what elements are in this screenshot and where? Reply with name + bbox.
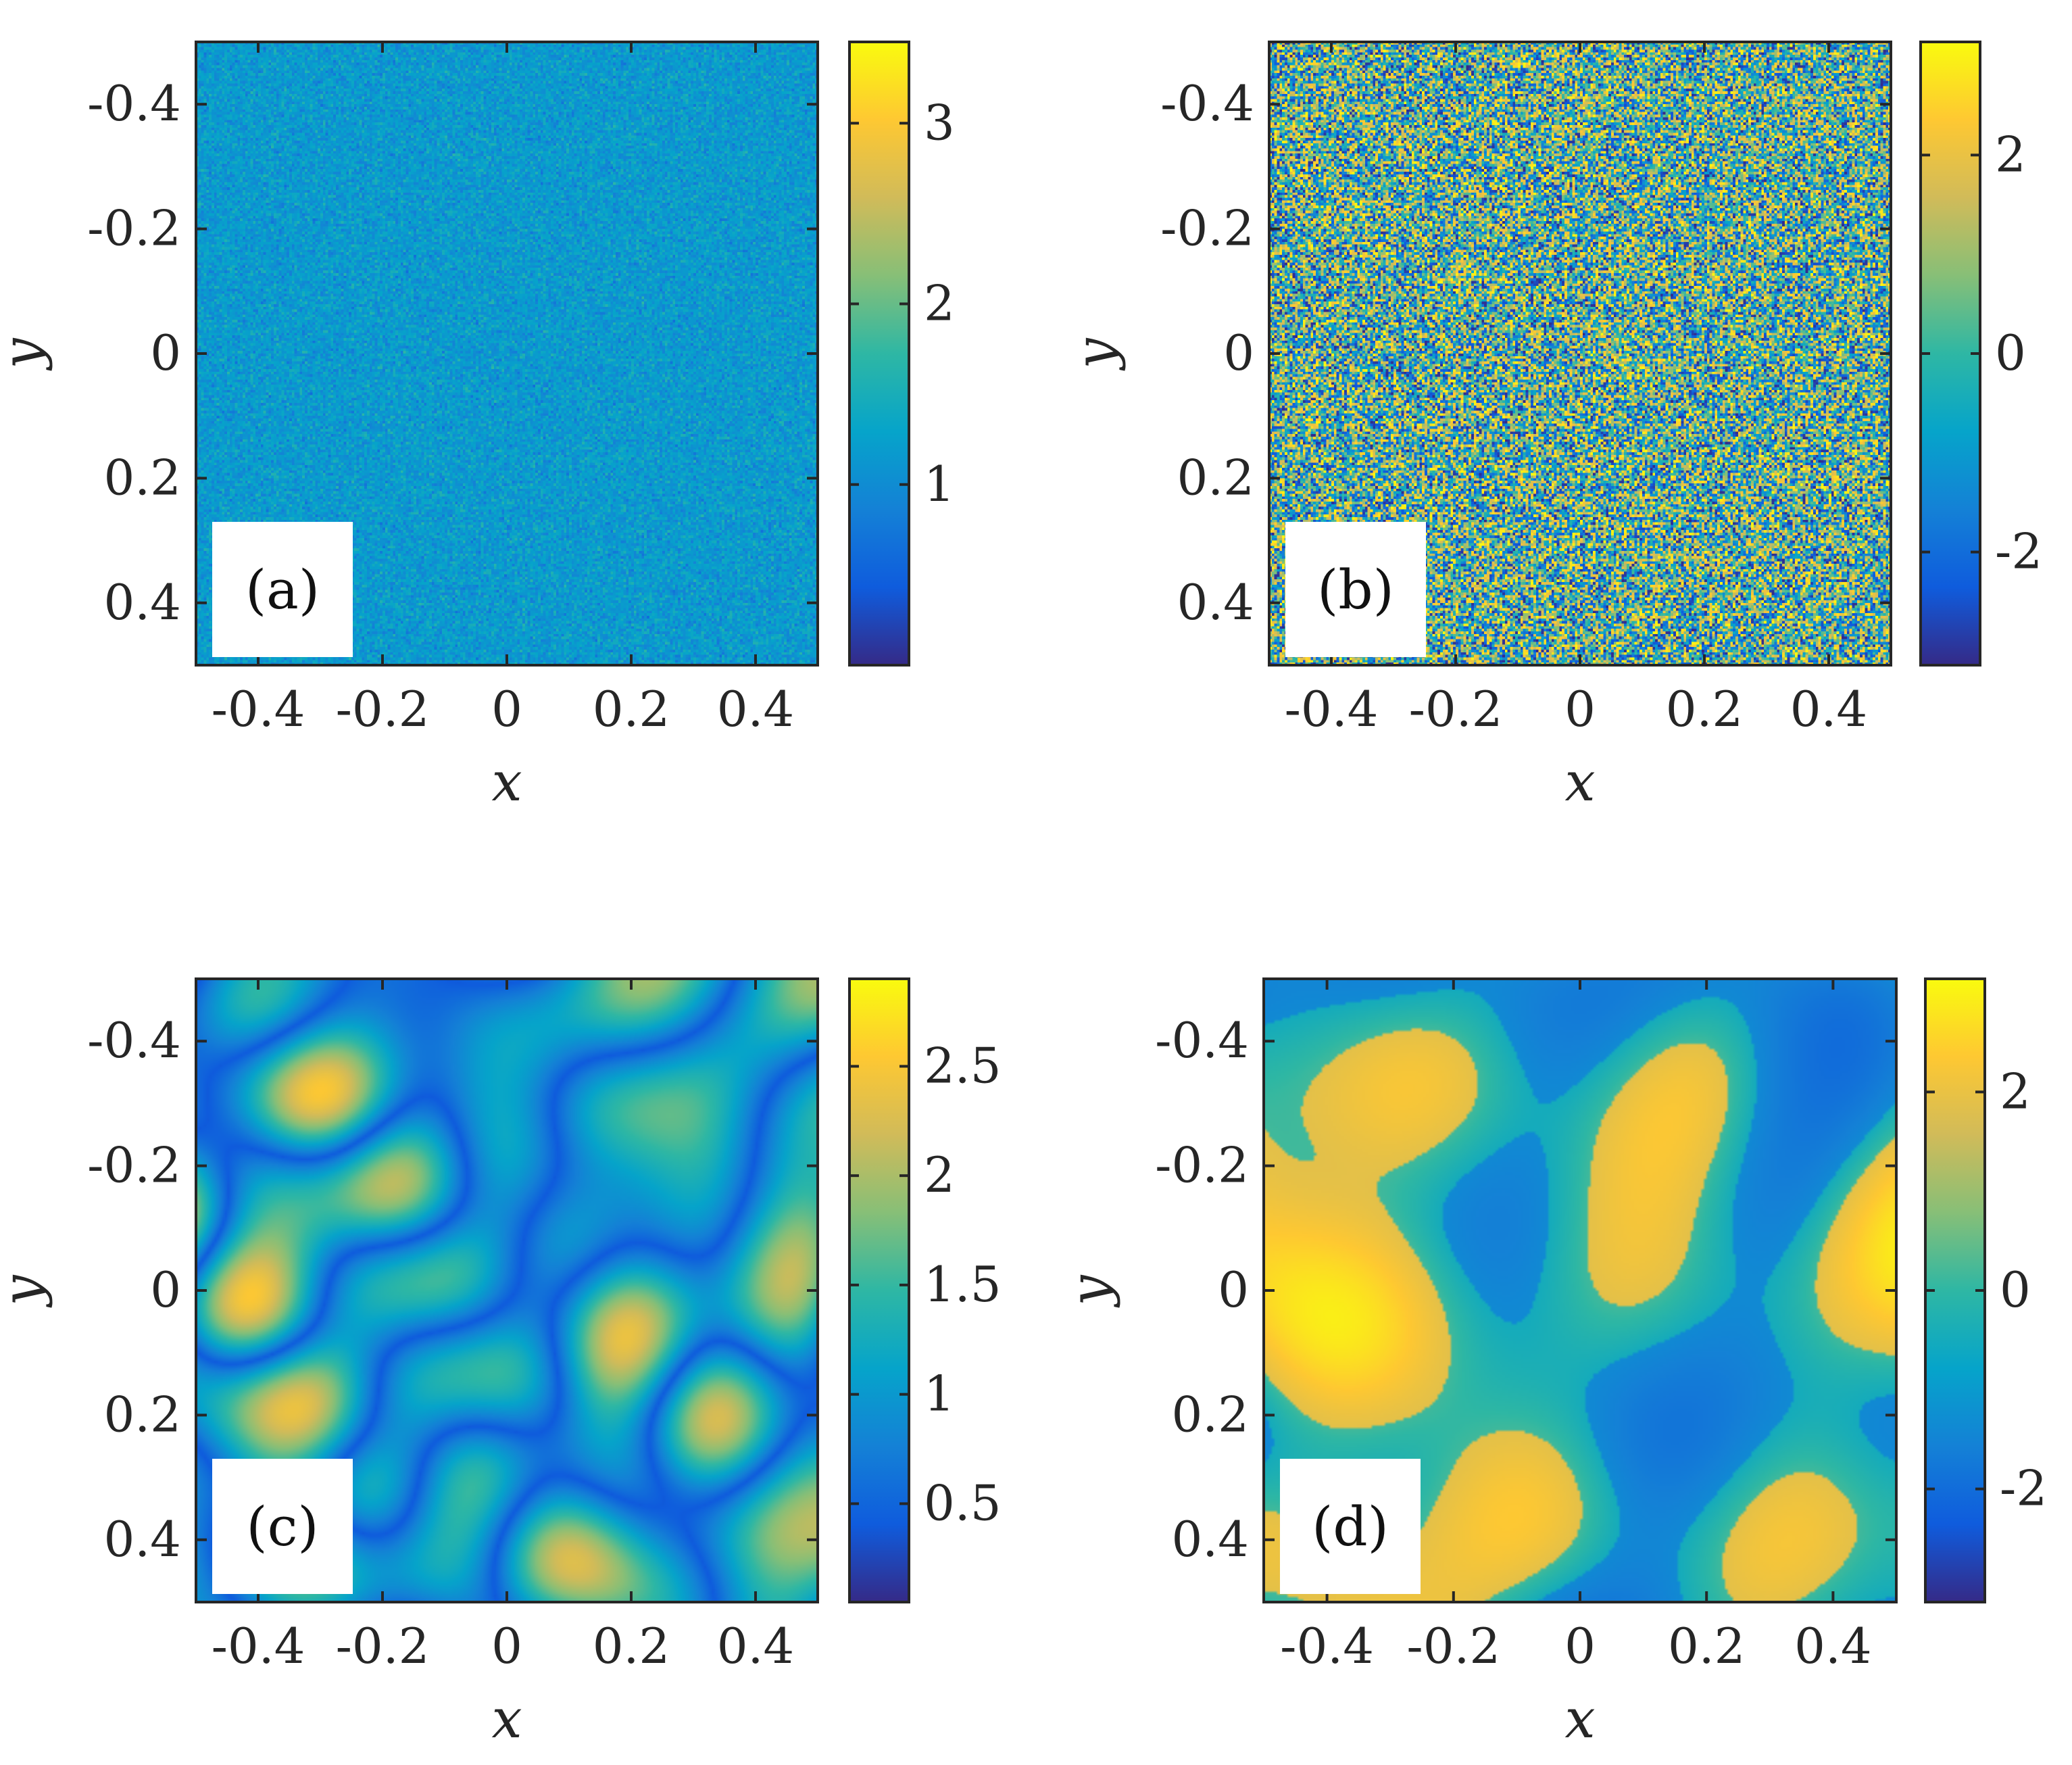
panel-label: (d) [1312,1495,1389,1558]
x-tick-label: 0.2 [1666,681,1744,738]
colorbar-tick-label: 2 [1995,126,2026,183]
y-tick-label: 0 [1223,324,1254,381]
colorbar-tick-label: -2 [1995,523,2042,580]
panel-label-box [1280,1459,1421,1594]
colorbar-frame [848,977,910,1603]
y-tick-label: -0.2 [87,200,181,257]
colorbar-tick-label: 1 [924,1365,955,1422]
x-axis-label: x [491,1687,522,1750]
y-tick-label: -0.2 [1160,200,1254,257]
x-tick-label: 0.4 [717,681,795,738]
x-tick-label: 0.4 [1790,681,1868,738]
y-tick-label: 0.4 [103,1511,181,1568]
x-tick-label: -0.4 [1280,1618,1374,1674]
panel-label: (b) [1317,558,1394,621]
x-axis-label: x [1564,750,1595,813]
panel-c: -0.4 -0.2 0 0.2 0.4 -0.4 -0.2 0 0.2 0.4 x y (c) 0.5 1 1… [0,977,1002,1750]
colorbar-tick-label: 0 [2000,1261,2031,1318]
y-tick-label: 0.4 [1177,574,1254,631]
y-tick-label: 0 [1218,1261,1249,1318]
colorbar-gradient [849,979,909,1602]
x-tick-label: -0.2 [336,681,430,738]
x-tick-label: -0.2 [336,1618,430,1674]
y-tick-label: 0 [150,1261,181,1318]
x-tick-label: -0.4 [212,1618,305,1674]
colorbar-tick-label: 1 [924,456,955,512]
panel-label: (c) [246,1495,318,1558]
colorbar-gradient [849,42,909,665]
colorbar-tick-label: 2 [2000,1063,2031,1119]
colorbar-tick-label: 2 [924,275,955,332]
panel-label: (a) [245,558,320,621]
x-tick-label: -0.2 [1406,1618,1500,1674]
panel-d: -0.4 -0.2 0 0.2 0.4 -0.4 -0.2 0 0.2 0.4 x y (d) -2 0 2 [1058,977,2047,1750]
y-tick-label: 0.4 [1171,1511,1249,1568]
x-tick-label: 0 [1564,681,1596,738]
colorbar-tick-label: 1.5 [924,1256,1002,1313]
colorbar-gradient [1925,979,1985,1602]
x-tick-label: 0.4 [717,1618,795,1674]
y-tick-label: -0.2 [87,1137,181,1194]
x-tick-label: 0.2 [1668,1618,1746,1674]
colorbar-frame [848,41,910,667]
y-tick-label: 0 [150,324,181,381]
x-tick-label: -0.2 [1409,681,1503,738]
x-axis-label: x [1564,1687,1595,1750]
colorbar-tick-label: 2.5 [924,1037,1002,1094]
x-tick-label: 0 [491,681,522,738]
panel-label-box [1285,522,1426,657]
y-tick-label: 0.2 [103,449,181,506]
colorbar-tick-label: 0.5 [924,1474,1002,1531]
y-axis-label: y [1064,337,1127,371]
y-tick-label: 0.2 [103,1386,181,1443]
y-tick-label: 0.4 [103,574,181,631]
colorbar-tick-label: -2 [2000,1460,2047,1517]
x-tick-label: 0.2 [593,1618,670,1674]
x-tick-label: 0 [1564,1618,1596,1674]
colorbar-gradient [1921,42,1980,665]
colorbar-tick-label: 0 [1995,324,2026,381]
y-tick-label: 0.2 [1177,449,1254,506]
x-tick-label: -0.4 [212,681,305,738]
x-axis-label: x [491,750,522,813]
y-tick-label: -0.4 [87,75,181,132]
panel-a: -0.4 -0.2 0 0.2 0.4 -0.4 -0.2 0 0.2 0.4 x y (a) 1 2 3 [0,41,955,813]
y-tick-label: -0.4 [1155,1012,1249,1069]
y-axis-label: y [0,337,53,371]
y-axis-label: y [0,1274,53,1308]
x-tick-label: 0 [491,1618,522,1674]
y-tick-label: -0.4 [87,1012,181,1069]
panel-label-box [212,1459,353,1594]
panel-b: -0.4 -0.2 0 0.2 0.4 -0.4 -0.2 0 0.2 0.4 x y (b) -2 0 2 [1064,41,2042,813]
x-tick-label: -0.4 [1285,681,1379,738]
colorbar-tick-label: 2 [924,1146,955,1203]
colorbar-tick-label: 3 [924,94,955,151]
x-tick-label: 0.4 [1794,1618,1872,1674]
y-axis-label: y [1058,1274,1121,1308]
y-tick-label: -0.4 [1160,75,1254,132]
y-tick-label: 0.2 [1171,1386,1249,1443]
x-tick-label: 0.2 [593,681,670,738]
panel-label-box [212,522,353,657]
y-tick-label: -0.2 [1155,1137,1249,1194]
